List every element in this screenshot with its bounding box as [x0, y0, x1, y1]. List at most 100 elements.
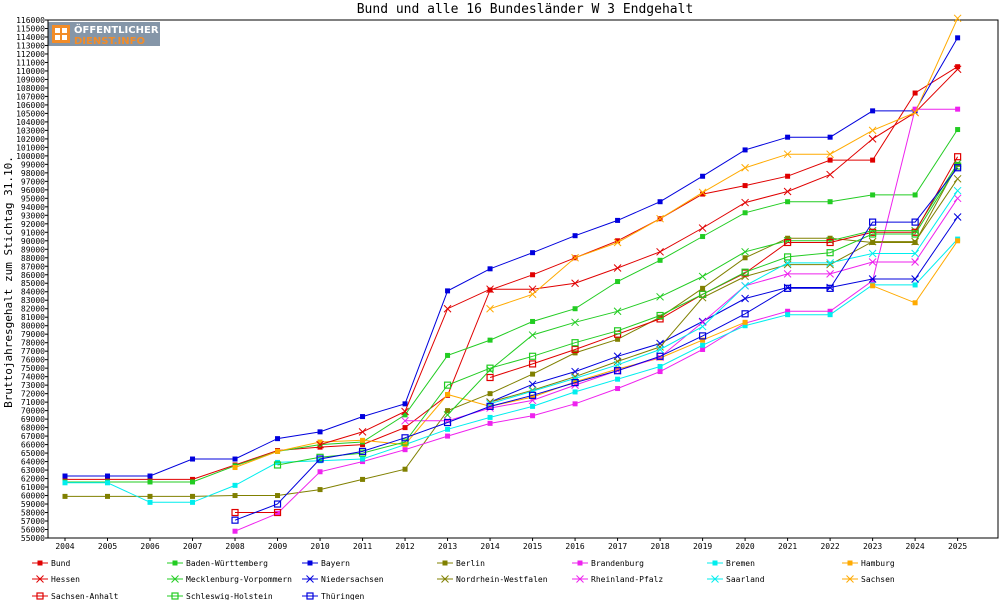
- data-point: [912, 300, 918, 306]
- legend-label: Hessen: [51, 575, 80, 584]
- y-tick-label: 102000: [16, 135, 45, 144]
- y-tick-label: 88000: [21, 254, 45, 263]
- data-point: [401, 438, 409, 446]
- data-point: [486, 285, 494, 294]
- data-point: [785, 312, 791, 318]
- data-point: [190, 499, 196, 505]
- data-point: [105, 480, 111, 486]
- data-point: [445, 408, 451, 414]
- data-point: [360, 414, 366, 420]
- data-point: [358, 447, 367, 455]
- data-point: [530, 403, 536, 409]
- data-point: [360, 456, 366, 462]
- y-tick-label: 96000: [21, 186, 45, 195]
- series-line: [489, 18, 959, 310]
- legend-marker: [847, 560, 853, 566]
- y-tick-label: 71000: [21, 398, 45, 407]
- data-point: [62, 476, 68, 482]
- data-point: [105, 473, 111, 479]
- y-tick-label: 105000: [16, 109, 45, 118]
- data-point: [700, 337, 706, 343]
- data-point: [868, 258, 877, 266]
- data-point: [911, 275, 919, 283]
- legend-label: Bremen: [726, 559, 755, 568]
- data-point: [445, 391, 451, 397]
- data-point: [105, 493, 111, 499]
- y-tick-label: 73000: [21, 381, 45, 390]
- data-point: [445, 352, 451, 358]
- data-point: [273, 508, 282, 517]
- series-line: [319, 68, 958, 446]
- data-point: [826, 150, 834, 159]
- y-tick-label: 55000: [21, 534, 45, 543]
- data-point: [317, 439, 323, 445]
- legend-marker: [36, 575, 44, 583]
- data-point: [742, 210, 748, 216]
- data-point: [401, 407, 409, 416]
- y-tick-label: 68000: [21, 424, 45, 433]
- data-point: [571, 339, 579, 347]
- data-point: [232, 493, 238, 499]
- y-tick-label: 86000: [21, 271, 45, 280]
- data-point: [443, 381, 452, 389]
- x-tick-label: 2025: [948, 542, 967, 551]
- data-point: [613, 327, 622, 335]
- y-tick-label: 90000: [21, 237, 45, 246]
- legend-item: Rheinland-Pfalz: [572, 575, 663, 584]
- legend-label: Mecklenburg-Vorpommern: [186, 575, 292, 584]
- y-tick-label: 62000: [21, 475, 45, 484]
- x-tick-label: 2021: [778, 542, 797, 551]
- logo-text-line2: DIENST.INFO: [74, 36, 145, 47]
- data-point: [827, 308, 833, 314]
- data-point: [911, 108, 919, 117]
- y-tick-label: 108000: [16, 84, 45, 93]
- data-point: [530, 250, 536, 256]
- x-tick-label: 2004: [55, 542, 74, 551]
- series-saarland: [486, 186, 962, 408]
- data-point: [572, 389, 578, 395]
- data-point: [869, 230, 877, 238]
- legend-marker: [711, 575, 719, 583]
- data-point: [572, 379, 578, 385]
- y-tick-label: 61000: [21, 483, 45, 492]
- data-point: [147, 493, 153, 499]
- data-point: [783, 260, 792, 269]
- data-point: [147, 479, 153, 485]
- chart-title: Bund und alle 16 Bundesländer W 3 Endgeh…: [357, 2, 694, 17]
- series-hamburg: [232, 238, 961, 471]
- series-line: [65, 129, 959, 483]
- data-point: [785, 134, 791, 140]
- y-tick-label: 95000: [21, 194, 45, 203]
- data-point: [657, 257, 663, 263]
- legend-marker: [441, 575, 449, 583]
- data-point: [528, 331, 537, 339]
- y-tick-label: 60000: [21, 492, 45, 501]
- data-point: [487, 391, 493, 397]
- data-point: [911, 218, 919, 226]
- y-tick-label: 110000: [16, 67, 45, 76]
- y-tick-label: 74000: [21, 373, 45, 382]
- y-tick-label: 59000: [21, 500, 45, 509]
- data-point: [232, 465, 238, 471]
- y-tick-label: 79000: [21, 330, 45, 339]
- data-point: [486, 364, 494, 372]
- series-line: [489, 190, 959, 405]
- data-point: [147, 473, 153, 479]
- logo-text-line1: ÖFFENTLICHER: [74, 22, 159, 36]
- x-tick-label: 2022: [820, 542, 839, 551]
- data-point: [741, 281, 749, 290]
- x-tick-label: 2018: [650, 542, 669, 551]
- data-point: [783, 284, 792, 292]
- legend-marker: [171, 575, 179, 583]
- y-tick-label: 65000: [21, 449, 45, 458]
- legend-item: Saarland: [707, 575, 765, 584]
- legend: Bund Baden-Württemberg Bayern Berlin Branden…: [32, 559, 895, 600]
- data-point: [741, 268, 749, 276]
- data-point: [742, 319, 748, 325]
- legend-marker: [577, 560, 583, 566]
- data-point: [528, 352, 537, 360]
- data-point: [868, 237, 877, 246]
- series-brandenburg: [232, 106, 961, 534]
- x-tick-label: 2007: [183, 542, 202, 551]
- data-point: [62, 480, 68, 486]
